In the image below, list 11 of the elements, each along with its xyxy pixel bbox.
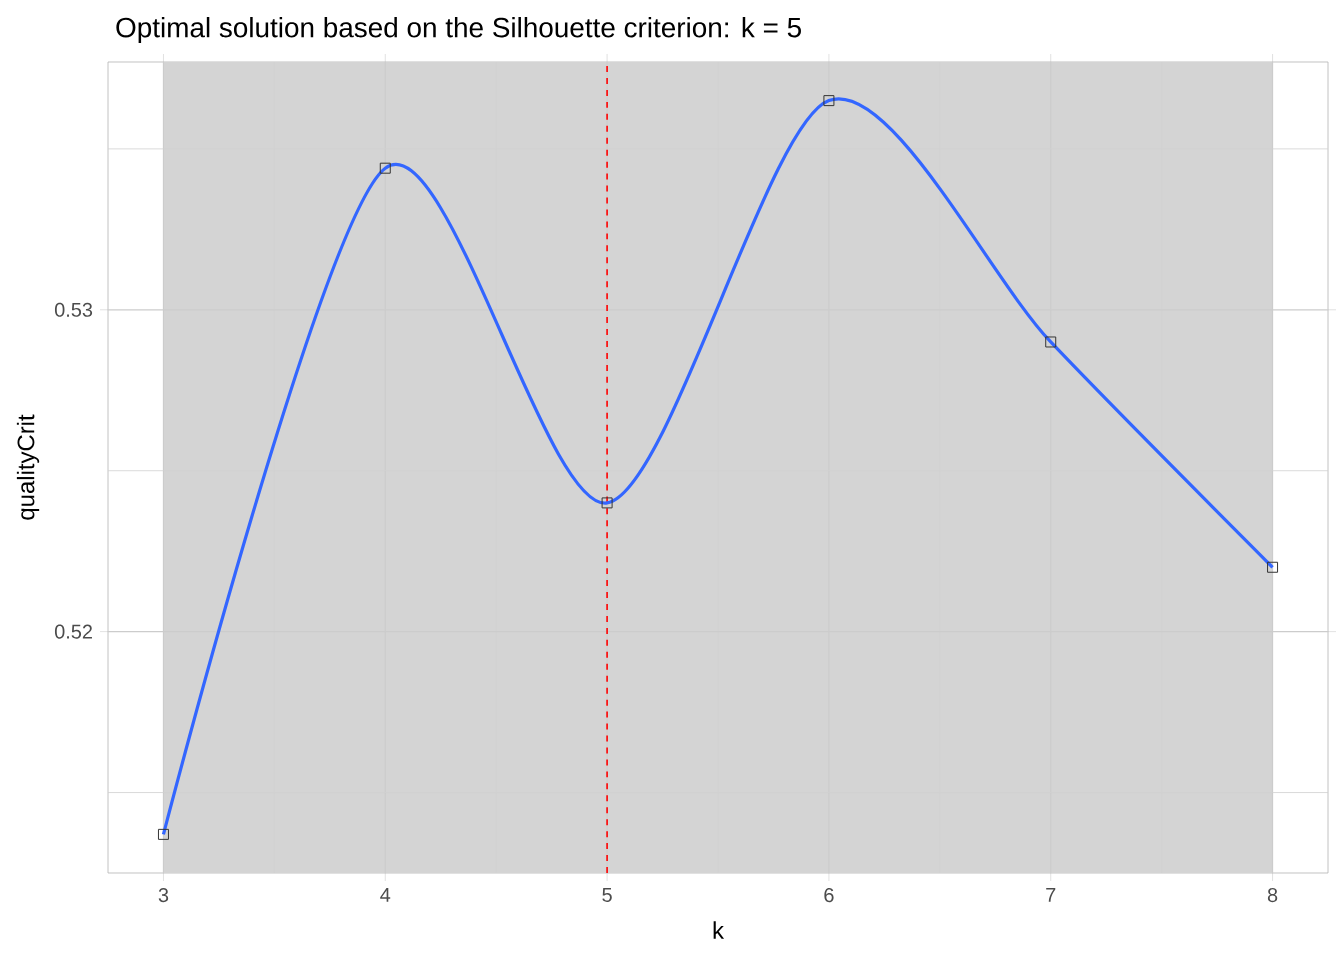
- y-axis-title: qualityCrit: [16, 414, 40, 520]
- x-axis-title: k: [713, 921, 725, 939]
- x-tick-label: 5: [602, 888, 612, 902]
- x-tick-label: 3: [158, 888, 169, 903]
- y-tick-label: 0.53: [54, 302, 93, 317]
- x-tick-label: 7: [1046, 888, 1056, 902]
- y-tick-label: 0.52: [54, 624, 92, 639]
- x-tick-label: 8: [1267, 888, 1278, 903]
- x-tick-label: 6: [824, 888, 834, 903]
- chart-title: Optimal solution based on the Silhouette criterion: k = 5: [116, 16, 801, 43]
- x-tick-label: 4: [380, 888, 391, 902]
